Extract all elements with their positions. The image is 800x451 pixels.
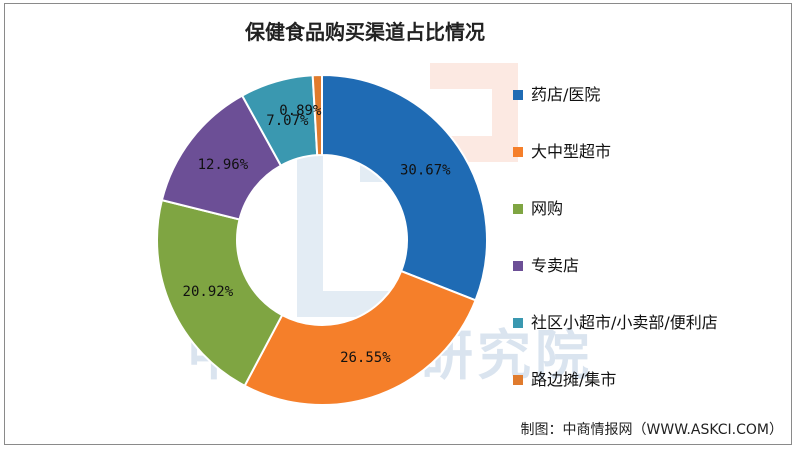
slice-label-street-stall: 0.89% xyxy=(279,103,322,119)
slice-label-supermarket: 26.55% xyxy=(340,350,391,366)
slice-label-specialty-store: 12.96% xyxy=(198,157,249,173)
chart-frame: 中商产业研究院 保健食品购买渠道占比情况 30.67%26.55%20.92%1… xyxy=(4,3,792,445)
legend-label-online: 网购 xyxy=(531,199,563,218)
slice-label-online: 20.92% xyxy=(183,284,234,300)
slice-labels: 30.67% 26.55% 20.92% 12.96% 7.07%0.89% xyxy=(183,103,452,366)
slice-online xyxy=(156,198,284,388)
legend-swatch-pharmacy-hospital xyxy=(513,90,523,100)
chart-title: 保健食品购买渠道占比情况 xyxy=(244,20,485,44)
watermark-logo-orange xyxy=(430,63,518,162)
source-note: 制图：中商情报网（WWW.ASKCI.COM） xyxy=(521,422,783,438)
legend-label-community-store: 社区小超市/小卖部/便利店 xyxy=(531,313,718,332)
legend-label-street-stall: 路边摊/集市 xyxy=(531,370,616,389)
donut-slices xyxy=(156,73,488,406)
slice-label-pharmacy-hospital: 30.67% xyxy=(400,163,451,179)
chart-canvas: 中商产业研究院 保健食品购买渠道占比情况 30.67%26.55%20.92%1… xyxy=(156,20,783,438)
legend-label-pharmacy-hospital: 药店/医院 xyxy=(531,85,600,104)
legend-swatch-supermarket xyxy=(513,147,523,157)
legend-swatch-community-store xyxy=(513,318,523,328)
slice-pharmacy-hospital xyxy=(321,73,488,302)
legend-swatch-street-stall xyxy=(513,375,523,385)
legend-label-specialty-store: 专卖店 xyxy=(531,256,579,275)
legend-label-supermarket: 大中型超市 xyxy=(531,142,611,161)
legend-swatch-online xyxy=(513,204,523,214)
slice-supermarket xyxy=(243,269,477,406)
slice-street-stall xyxy=(311,73,323,157)
slice-label-community-store: 7.07% xyxy=(266,113,309,129)
legend-swatch-specialty-store xyxy=(513,261,523,271)
